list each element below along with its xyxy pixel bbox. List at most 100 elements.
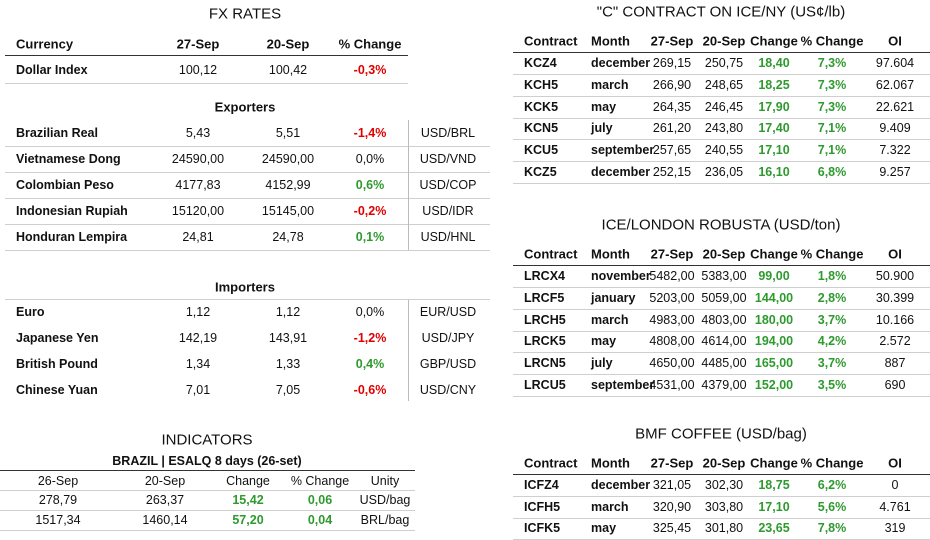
cell: 24,78	[272, 229, 304, 244]
column-header: Change	[750, 33, 798, 49]
row-label: ICFK5	[524, 520, 561, 535]
cell: 152,00	[754, 377, 794, 392]
cell: 263,37	[145, 492, 185, 507]
row-label: Brazilian Real	[16, 125, 98, 140]
cell: -1,4%	[353, 125, 387, 140]
row-divider	[5, 83, 408, 84]
row-divider	[513, 374, 930, 376]
column-header: % Change	[800, 33, 864, 49]
column-header: 20-Sep	[702, 33, 746, 49]
row-divider	[5, 146, 490, 147]
column-header: Contract	[524, 33, 578, 49]
row-label: Euro	[16, 304, 45, 319]
row-label: Indonesian Rupiah	[16, 203, 128, 218]
row-divider	[513, 52, 930, 53]
cell: 4379,00	[701, 377, 747, 392]
column-header: Currency	[16, 36, 74, 52]
row-divider	[5, 55, 408, 56]
column-header: % Change	[800, 246, 864, 262]
column-header: Month	[591, 455, 630, 471]
cell: 5482,00	[649, 268, 695, 283]
cell: USD/BRL	[420, 125, 476, 140]
row-divider	[513, 330, 930, 332]
column-divider	[408, 120, 409, 250]
cell: may	[591, 334, 617, 349]
row-divider	[0, 530, 415, 531]
row-divider	[0, 490, 415, 491]
cell: 0	[891, 477, 899, 492]
column-header: Month	[591, 246, 630, 262]
cell: july	[591, 355, 613, 370]
cell: 2.572	[879, 334, 911, 349]
column-header: 27-Sep	[650, 246, 694, 262]
cell: EUR/USD	[419, 304, 477, 319]
cell: 4152,99	[265, 177, 311, 192]
cell: 278,79	[38, 492, 78, 507]
cell: 7,8%	[817, 520, 847, 535]
row-divider	[5, 198, 490, 199]
row-label: Vietnamese Dong	[16, 151, 121, 166]
cell: 15,42	[232, 492, 264, 507]
row-divider	[513, 396, 930, 397]
cell: USD/IDR	[422, 203, 474, 218]
cell: 10.166	[875, 312, 915, 327]
cell: -0,2%	[353, 203, 387, 218]
column-header: 27-Sep	[650, 33, 694, 49]
row-label: KCK5	[524, 99, 559, 114]
row-divider	[513, 139, 930, 141]
cell: 1517,34	[35, 512, 81, 527]
cell: GBP/USD	[419, 356, 477, 371]
section-subtitle: BRAZIL | ESALQ 8 days (26-set)	[112, 453, 302, 468]
cell: 50.900	[875, 268, 915, 283]
cell: march	[591, 312, 629, 327]
cell: 4,2%	[817, 334, 847, 349]
row-divider	[5, 172, 490, 173]
cell: 5383,00	[701, 268, 747, 283]
cell: 1,33	[275, 356, 301, 371]
cell: 690	[884, 377, 906, 392]
cell: BRL/bag	[360, 512, 410, 527]
cell: 57,20	[232, 512, 264, 527]
cell: -0,3%	[353, 62, 387, 77]
cell: 15120,00	[171, 203, 225, 218]
cell: 18,25	[758, 77, 790, 92]
cell: 7,1%	[817, 121, 847, 136]
cell: 100,42	[268, 62, 308, 77]
row-label: Chinese Yuan	[16, 382, 98, 397]
row-divider	[513, 183, 930, 184]
row-divider	[0, 510, 415, 511]
row-divider	[513, 161, 930, 163]
cell: 62.067	[875, 77, 915, 92]
column-header: Change	[226, 473, 270, 488]
cell: 5059,00	[701, 290, 747, 305]
cell: 180,00	[754, 312, 794, 327]
cell: september	[591, 142, 655, 157]
column-header: % Change	[338, 36, 402, 52]
cell: 4808,00	[649, 334, 695, 349]
row-divider	[513, 517, 930, 519]
cell: 144,00	[754, 290, 794, 305]
column-header: 27-Sep	[650, 455, 694, 471]
cell: 243,80	[704, 121, 744, 136]
cell: 165,00	[754, 355, 794, 370]
cell: 24,81	[182, 229, 214, 244]
row-label: LRCF5	[524, 290, 565, 305]
cell: 17,40	[758, 121, 790, 136]
cell: 266,90	[652, 77, 692, 92]
cell: 1,12	[275, 304, 301, 319]
cell: 7,1%	[817, 142, 847, 157]
column-header: 20-Sep	[144, 473, 186, 488]
row-divider	[0, 470, 415, 471]
row-label: LRCH5	[524, 312, 566, 327]
column-header: 20-Sep	[702, 246, 746, 262]
column-header: 20-Sep	[702, 455, 746, 471]
cell: december	[591, 164, 651, 179]
cell: 269,15	[652, 55, 692, 70]
column-header: 27-Sep	[176, 36, 220, 52]
row-label: Colombian Peso	[16, 177, 114, 192]
cell: 30.399	[875, 290, 915, 305]
column-header: Month	[591, 33, 630, 49]
cell: 7.322	[879, 142, 911, 157]
cell: 17,10	[758, 142, 790, 157]
cell: 5,6%	[817, 499, 847, 514]
